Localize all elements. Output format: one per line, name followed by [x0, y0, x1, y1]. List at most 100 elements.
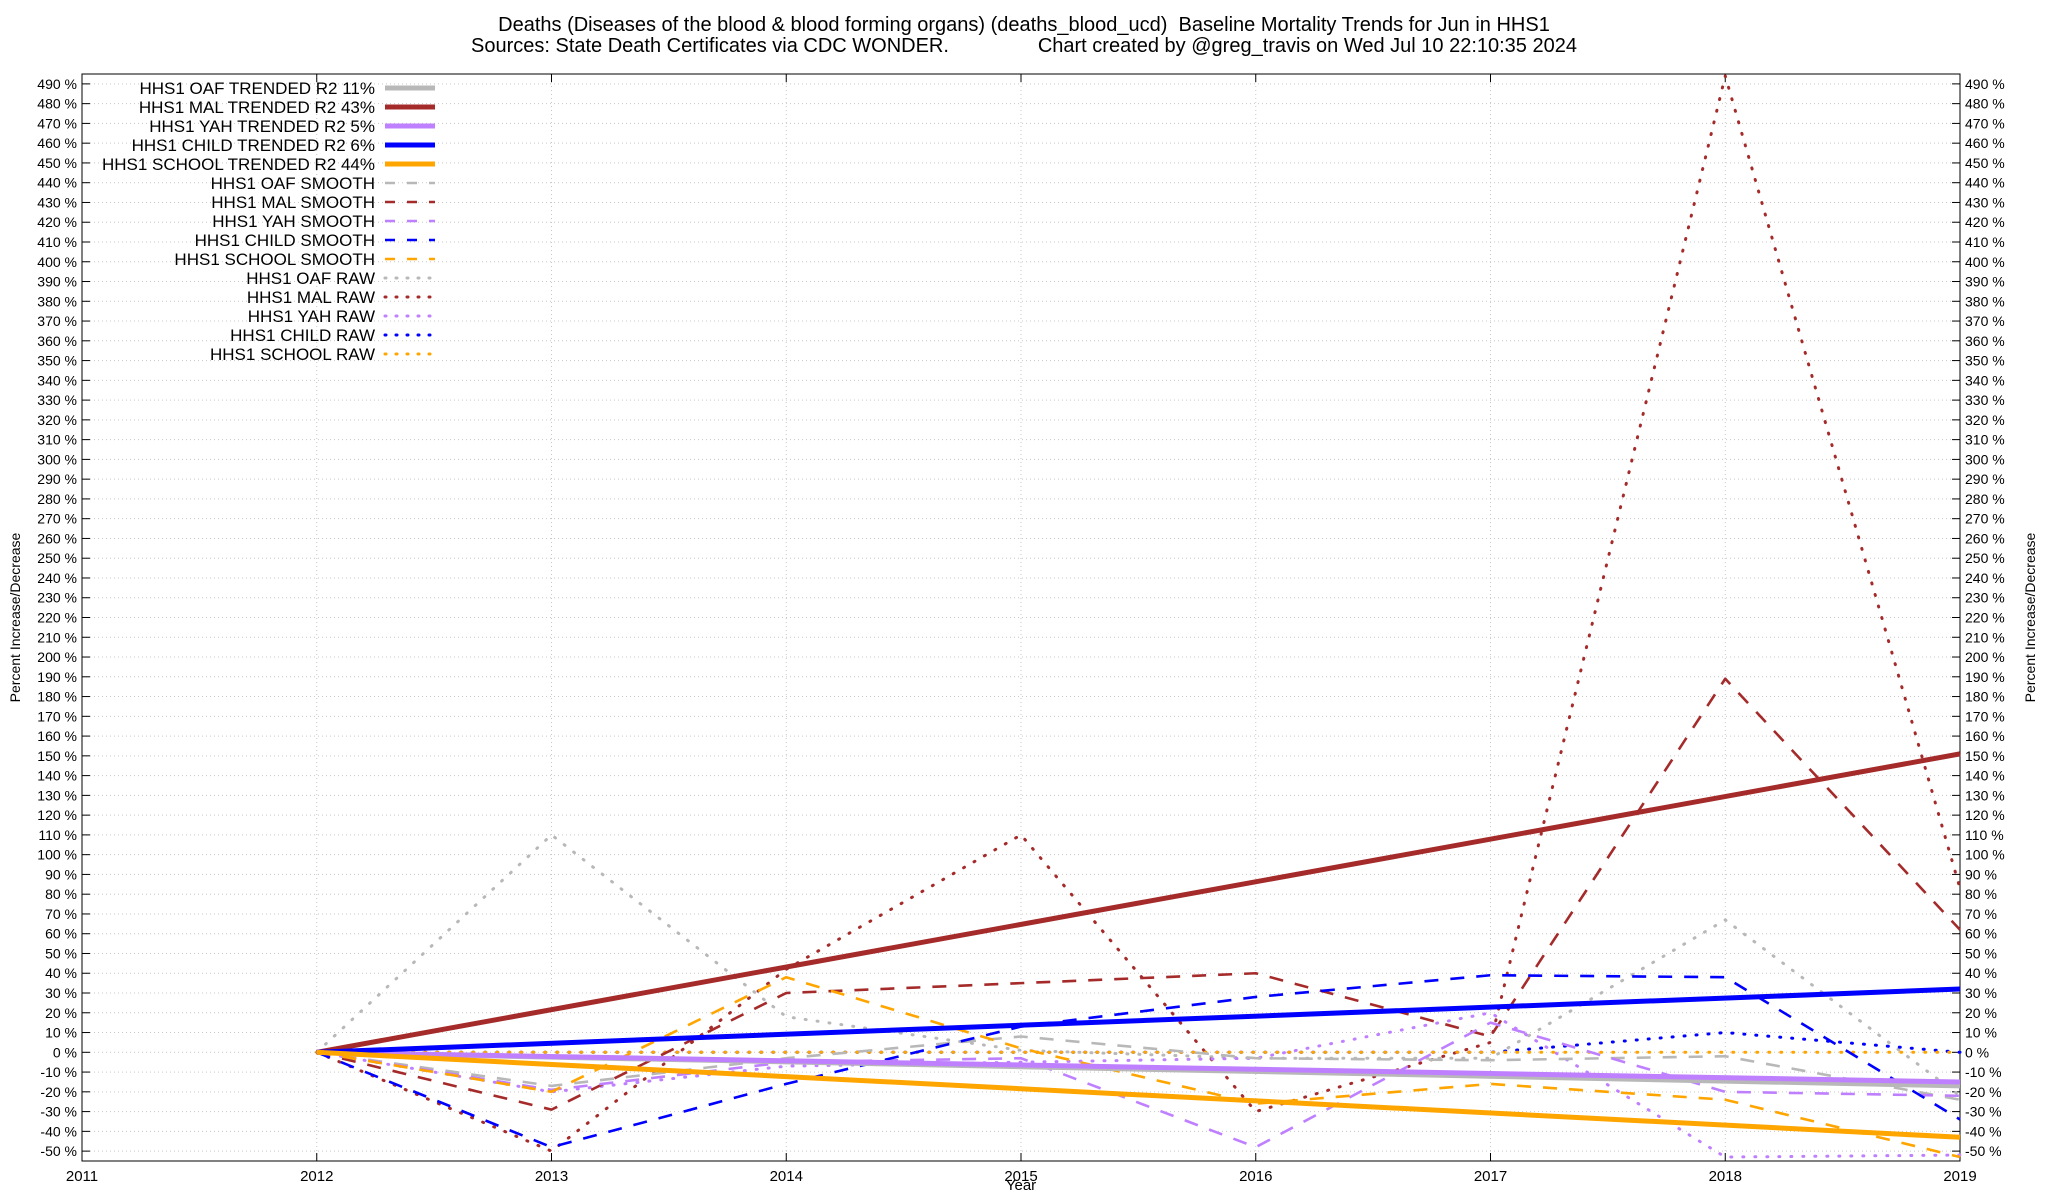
- y-tick-label-right: 490 %: [1965, 76, 2005, 92]
- series-line-hhs1-child-raw: [315, 1031, 1962, 1054]
- legend-label: HHS1 SCHOOL RAW: [210, 345, 375, 364]
- y-tick-label: 400 %: [37, 254, 77, 270]
- y-tick-label: 280 %: [37, 491, 77, 507]
- y-tick-label: 140 %: [37, 768, 77, 784]
- y-tick-label-right: 410 %: [1965, 234, 2005, 250]
- x-tick-label: 2017: [1474, 1168, 1507, 1185]
- y-tick-label: 410 %: [37, 234, 77, 250]
- y-tick-label: 0 %: [53, 1044, 77, 1060]
- series-group: [315, 74, 1962, 1159]
- y-tick-label-right: 240 %: [1965, 570, 2005, 586]
- y-tick-label-right: 170 %: [1965, 708, 2005, 724]
- y-tick-label-right: 470 %: [1965, 115, 2005, 131]
- y-tick-label: -50 %: [40, 1143, 77, 1159]
- y-tick-label: 170 %: [37, 708, 77, 724]
- y-tick-label: 40 %: [45, 965, 77, 981]
- series-line-hhs1-mal-smooth: [316, 677, 1961, 1111]
- x-axis-label: Year: [1006, 1177, 1036, 1194]
- y-tick-label: 220 %: [37, 610, 77, 626]
- series-line-hhs1-school-trended-r2-44: [316, 1049, 1961, 1140]
- y-tick-label: 10 %: [45, 1025, 77, 1041]
- y-tick-label: 480 %: [37, 96, 77, 112]
- y-tick-label-right: 300 %: [1965, 451, 2005, 467]
- legend-label: HHS1 CHILD RAW: [230, 326, 375, 345]
- y-tick-label: -20 %: [40, 1084, 77, 1100]
- legend-label: HHS1 MAL SMOOTH: [211, 193, 375, 212]
- y-tick-label-right: 440 %: [1965, 175, 2005, 191]
- y-tick-label-right: 0 %: [1965, 1044, 1989, 1060]
- y-tick-label-right: 450 %: [1965, 155, 2005, 171]
- x-tick-label: 2011: [66, 1168, 98, 1185]
- y-tick-label: 250 %: [37, 550, 77, 566]
- y-tick-label-right: 270 %: [1965, 511, 2005, 527]
- y-tick-label-right: 250 %: [1965, 550, 2005, 566]
- legend-label: HHS1 CHILD TRENDED R2 6%: [132, 136, 375, 155]
- y-axis-label-right: Percent Increase/Decrease: [2022, 532, 2038, 702]
- series-line-hhs1-child-trended-r2-6: [316, 986, 1961, 1055]
- y-tick-label: 180 %: [37, 689, 77, 705]
- y-tick-label: 70 %: [45, 906, 77, 922]
- legend-label: HHS1 CHILD SMOOTH: [195, 231, 375, 250]
- x-tick-label: 2016: [1239, 1168, 1272, 1185]
- series-line-hhs1-yah-smooth: [316, 1021, 1961, 1149]
- y-tick-label: 430 %: [37, 194, 77, 210]
- legend: HHS1 OAF TRENDED R2 11%HHS1 MAL TRENDED …: [102, 79, 437, 364]
- y-tick-label-right: 380 %: [1965, 293, 2005, 309]
- y-tick-label-right: 80 %: [1965, 886, 1997, 902]
- y-tick-label: -10 %: [40, 1064, 77, 1080]
- y-tick-label: 420 %: [37, 214, 77, 230]
- y-tick-label: 50 %: [45, 945, 77, 961]
- legend-label: HHS1 MAL RAW: [247, 288, 375, 307]
- y-tick-label-right: 180 %: [1965, 689, 2005, 705]
- x-tick-label: 2014: [770, 1168, 803, 1185]
- y-tick-label-right: 390 %: [1965, 274, 2005, 290]
- y-tick-label-right: 430 %: [1965, 194, 2005, 210]
- y-tick-label: 230 %: [37, 590, 77, 606]
- axes: -50 % -50 % -40 % -40 % -30 % -30 % -20 % -20 %…: [7, 73, 2038, 1194]
- y-tick-label: 380 %: [37, 293, 77, 309]
- legend-label: HHS1 SCHOOL TRENDED R2 44%: [102, 155, 375, 174]
- y-tick-label: 360 %: [37, 333, 77, 349]
- y-tick-label: 370 %: [37, 313, 77, 329]
- y-tick-label-right: -20 %: [1965, 1084, 2002, 1100]
- legend-label: HHS1 YAH TRENDED R2 5%: [149, 117, 375, 136]
- y-axis-label: Percent Increase/Decrease: [7, 532, 23, 702]
- legend-label: HHS1 OAF SMOOTH: [211, 174, 375, 193]
- series-line-hhs1-school-smooth: [316, 975, 1961, 1159]
- legend-label: HHS1 YAH RAW: [248, 307, 375, 326]
- y-tick-label-right: 140 %: [1965, 768, 2005, 784]
- y-tick-label-right: 260 %: [1965, 530, 2005, 546]
- y-tick-label-right: 130 %: [1965, 787, 2005, 803]
- legend-label: HHS1 OAF RAW: [246, 269, 375, 288]
- x-tick-label: 2018: [1709, 1168, 1742, 1185]
- y-tick-label-right: 310 %: [1965, 432, 2005, 448]
- y-tick-label-right: 230 %: [1965, 590, 2005, 606]
- y-tick-label-right: 40 %: [1965, 965, 1997, 981]
- x-tick-label: 2019: [1943, 1168, 1976, 1185]
- y-tick-label: 440 %: [37, 175, 77, 191]
- y-tick-label-right: 420 %: [1965, 214, 2005, 230]
- series-line-hhs1-yah-trended-r2-5: [316, 1049, 1961, 1085]
- y-tick-label-right: 30 %: [1965, 985, 1997, 1001]
- y-tick-label: 460 %: [37, 135, 77, 151]
- y-tick-label-right: 400 %: [1965, 254, 2005, 270]
- y-tick-label-right: 90 %: [1965, 866, 1997, 882]
- y-tick-label-right: 20 %: [1965, 1005, 1997, 1021]
- y-tick-label: 150 %: [37, 748, 77, 764]
- legend-label: HHS1 MAL TRENDED R2 43%: [139, 98, 375, 117]
- y-tick-label: 30 %: [45, 985, 77, 1001]
- y-tick-label: 470 %: [37, 115, 77, 131]
- y-tick-label: -40 %: [40, 1123, 77, 1139]
- y-tick-label: 110 %: [38, 827, 77, 843]
- legend-label: HHS1 SCHOOL SMOOTH: [174, 250, 375, 269]
- y-tick-label: 300 %: [37, 451, 77, 467]
- y-tick-label-right: 150 %: [1965, 748, 2005, 764]
- y-tick-label: 190 %: [37, 669, 77, 685]
- y-tick-label: 290 %: [37, 471, 77, 487]
- y-tick-label: 450 %: [37, 155, 77, 171]
- y-tick-label-right: 220 %: [1965, 610, 2005, 626]
- y-tick-label: 200 %: [37, 649, 77, 665]
- series-line-hhs1-mal-trended-r2-43: [316, 751, 1961, 1055]
- y-tick-label-right: 290 %: [1965, 471, 2005, 487]
